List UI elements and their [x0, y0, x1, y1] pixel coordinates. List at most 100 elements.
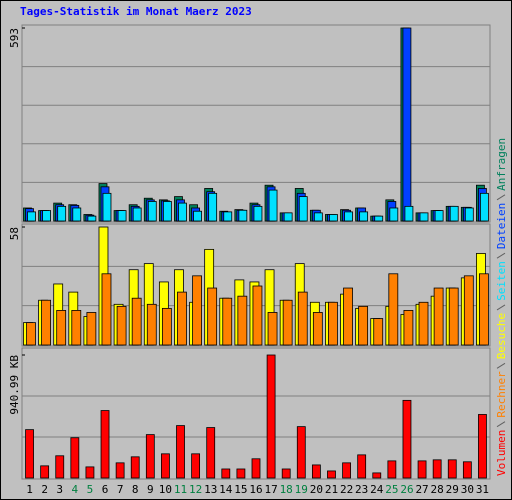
bar [57, 205, 67, 222]
bar [237, 295, 248, 346]
bar [101, 273, 112, 346]
x-tick-label: 9 [147, 483, 154, 496]
bar [236, 468, 246, 479]
bar [268, 189, 278, 222]
bar [417, 460, 427, 479]
bar [132, 207, 142, 222]
bar [342, 462, 351, 479]
x-tick-label: 12 [189, 483, 202, 496]
x-tick-label: 1 [26, 483, 33, 496]
bar [131, 297, 142, 346]
bar [208, 192, 218, 222]
bar [72, 207, 82, 222]
x-tick-label: 7 [117, 483, 124, 496]
bar [463, 275, 474, 346]
bar [56, 310, 67, 346]
bar [162, 201, 172, 222]
bar [161, 453, 170, 479]
x-tick-label: 31 [476, 483, 489, 496]
x-tick-label: 26 [400, 483, 413, 496]
bar [296, 426, 306, 479]
x-tick-label: 27 [415, 483, 428, 496]
legend-separator [496, 304, 506, 311]
bar [222, 297, 233, 346]
bar [403, 310, 414, 346]
bar [42, 210, 51, 222]
x-tick-label: 18 [280, 483, 293, 496]
bar [70, 437, 80, 479]
bar [221, 468, 231, 479]
bar [117, 210, 127, 222]
legend-separator [496, 362, 506, 369]
bar [283, 212, 293, 222]
bar [266, 354, 276, 479]
bar [146, 303, 157, 346]
legend-entry: Anfragen [495, 138, 508, 191]
x-tick-label: 8 [132, 483, 139, 496]
bar [298, 196, 308, 222]
x-tick-label: 28 [431, 483, 444, 496]
bar [147, 201, 157, 222]
legend-entry: Besuche [495, 313, 508, 359]
bar [419, 212, 429, 222]
bar [267, 312, 278, 346]
bar [359, 211, 369, 222]
plot-area [21, 347, 491, 480]
bar [86, 312, 97, 346]
bar [313, 212, 323, 222]
x-tick-label: 22 [340, 483, 353, 496]
bar [87, 215, 97, 222]
x-tick-label: 30 [461, 483, 474, 496]
bar [252, 285, 263, 346]
bar [85, 466, 95, 479]
bar [447, 459, 457, 479]
bar [312, 312, 323, 346]
legend-entry: Seiten [495, 261, 508, 301]
bar [238, 209, 248, 222]
legend-entry: Rechner [495, 371, 508, 418]
legend-separator [496, 194, 506, 201]
x-tick-label: 17 [264, 483, 277, 496]
plot-area [21, 24, 491, 223]
bar [40, 465, 50, 479]
legend-separator [496, 421, 506, 428]
bar [253, 205, 263, 222]
bar [26, 322, 36, 346]
x-tick-label: 15 [234, 483, 247, 496]
bar [328, 301, 338, 346]
x-tick-label: 23 [355, 483, 368, 496]
x-tick-label: 29 [446, 483, 459, 496]
bar [115, 462, 125, 479]
bar [100, 410, 110, 479]
x-tick-label: 6 [102, 483, 109, 496]
bar [329, 214, 338, 222]
bar [176, 425, 185, 479]
bar [55, 455, 65, 479]
x-tick-label: 3 [56, 483, 63, 496]
legend-entry: Dateien [495, 203, 508, 249]
bar [41, 299, 51, 346]
bar [478, 414, 487, 479]
bar [251, 458, 261, 479]
bar [145, 434, 155, 479]
x-tick-label: 13 [204, 483, 217, 496]
bar [282, 299, 293, 346]
x-tick-label: 20 [310, 483, 323, 496]
bar [297, 291, 308, 346]
bar [374, 215, 384, 222]
bar [434, 210, 444, 222]
x-tick-label: 16 [249, 483, 262, 496]
bar [206, 427, 216, 479]
bar [464, 207, 474, 222]
bar [402, 27, 412, 222]
bar [311, 464, 321, 479]
x-tick-label: 10 [159, 483, 172, 496]
legend-entry: Volumen [495, 430, 508, 476]
x-tick-label: 5 [87, 483, 94, 496]
bar [207, 287, 218, 346]
bar [462, 461, 472, 479]
bar [177, 291, 187, 346]
x-tick-label: 4 [72, 483, 79, 496]
bar [25, 429, 34, 479]
